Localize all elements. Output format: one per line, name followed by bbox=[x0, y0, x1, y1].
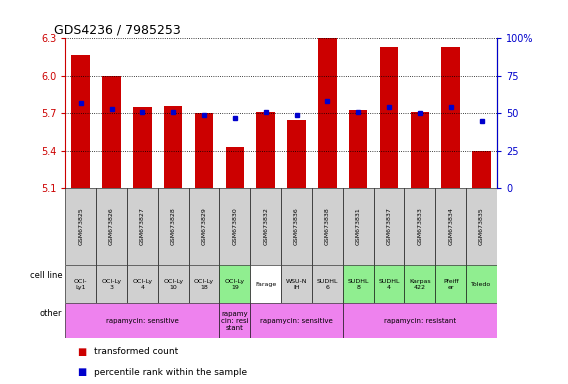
Text: SUDHL
8: SUDHL 8 bbox=[348, 279, 369, 290]
Text: OCI-Ly
3: OCI-Ly 3 bbox=[102, 279, 122, 290]
Text: GSM673834: GSM673834 bbox=[448, 208, 453, 245]
Text: other: other bbox=[40, 309, 62, 318]
Text: SUDHL
6: SUDHL 6 bbox=[317, 279, 338, 290]
Bar bbox=[225, 147, 244, 188]
Bar bbox=[435, 265, 466, 303]
Bar bbox=[312, 188, 343, 265]
Text: OCI-Ly
18: OCI-Ly 18 bbox=[194, 279, 214, 290]
Bar bbox=[466, 265, 497, 303]
Text: rapamycin: sensitive: rapamycin: sensitive bbox=[106, 318, 179, 324]
Bar bbox=[158, 188, 189, 265]
Text: GSM673838: GSM673838 bbox=[325, 208, 330, 245]
Bar bbox=[441, 47, 460, 188]
Bar bbox=[102, 76, 121, 188]
Text: GSM673830: GSM673830 bbox=[232, 208, 237, 245]
Bar bbox=[189, 188, 219, 265]
Text: OCI-Ly
4: OCI-Ly 4 bbox=[132, 279, 152, 290]
Text: GDS4236 / 7985253: GDS4236 / 7985253 bbox=[54, 23, 181, 36]
Text: GSM673836: GSM673836 bbox=[294, 208, 299, 245]
Bar bbox=[127, 265, 158, 303]
Text: OCI-Ly
19: OCI-Ly 19 bbox=[225, 279, 245, 290]
Bar bbox=[281, 265, 312, 303]
Text: WSU-N
IH: WSU-N IH bbox=[286, 279, 307, 290]
Bar bbox=[127, 188, 158, 265]
Bar bbox=[219, 265, 250, 303]
Text: GSM673829: GSM673829 bbox=[202, 208, 207, 245]
Bar bbox=[343, 303, 497, 338]
Bar bbox=[219, 303, 250, 338]
Bar bbox=[65, 265, 96, 303]
Bar bbox=[343, 265, 374, 303]
Bar bbox=[65, 303, 219, 338]
Bar bbox=[435, 188, 466, 265]
Bar bbox=[250, 188, 281, 265]
Text: GSM673832: GSM673832 bbox=[263, 208, 268, 245]
Bar bbox=[195, 113, 214, 188]
Bar bbox=[164, 106, 182, 188]
Bar bbox=[72, 55, 90, 188]
Text: Karpas
422: Karpas 422 bbox=[409, 279, 431, 290]
Bar bbox=[96, 188, 127, 265]
Text: percentile rank within the sample: percentile rank within the sample bbox=[94, 368, 247, 377]
Bar bbox=[312, 265, 343, 303]
Text: SUDHL
4: SUDHL 4 bbox=[378, 279, 400, 290]
Text: rapamycin: resistant: rapamycin: resistant bbox=[384, 318, 456, 324]
Bar bbox=[374, 265, 404, 303]
Text: GSM673833: GSM673833 bbox=[417, 208, 423, 245]
Bar bbox=[380, 47, 398, 188]
Text: GSM673828: GSM673828 bbox=[171, 208, 176, 245]
Bar bbox=[250, 303, 343, 338]
Bar bbox=[404, 265, 435, 303]
Bar bbox=[257, 112, 275, 188]
Text: GSM673827: GSM673827 bbox=[140, 208, 145, 245]
Text: Farage: Farage bbox=[255, 281, 277, 287]
Bar bbox=[250, 265, 281, 303]
Text: GSM673831: GSM673831 bbox=[356, 208, 361, 245]
Text: OCI-Ly
10: OCI-Ly 10 bbox=[163, 279, 183, 290]
Text: GSM673835: GSM673835 bbox=[479, 208, 484, 245]
Bar bbox=[349, 109, 367, 188]
Bar bbox=[281, 188, 312, 265]
Bar bbox=[189, 265, 219, 303]
Text: transformed count: transformed count bbox=[94, 347, 178, 356]
Bar bbox=[411, 112, 429, 188]
Text: GSM673825: GSM673825 bbox=[78, 208, 83, 245]
Bar bbox=[133, 107, 152, 188]
Bar bbox=[343, 188, 374, 265]
Bar bbox=[473, 151, 491, 188]
Bar bbox=[404, 188, 435, 265]
Text: rapamycin: sensitive: rapamycin: sensitive bbox=[260, 318, 333, 324]
Text: GSM673837: GSM673837 bbox=[387, 208, 391, 245]
Text: Toledo: Toledo bbox=[471, 281, 492, 287]
Bar bbox=[374, 188, 404, 265]
Text: rapamy
cin: resi
stant: rapamy cin: resi stant bbox=[221, 311, 249, 331]
Bar bbox=[287, 119, 306, 188]
Bar bbox=[466, 188, 497, 265]
Text: GSM673826: GSM673826 bbox=[109, 208, 114, 245]
Bar bbox=[219, 188, 250, 265]
Bar bbox=[65, 188, 96, 265]
Text: Pfeiff
er: Pfeiff er bbox=[443, 279, 458, 290]
Bar bbox=[318, 38, 337, 188]
Text: ■: ■ bbox=[77, 347, 86, 357]
Bar bbox=[96, 265, 127, 303]
Bar bbox=[158, 265, 189, 303]
Text: OCI-
Ly1: OCI- Ly1 bbox=[74, 279, 87, 290]
Text: cell line: cell line bbox=[30, 271, 62, 280]
Text: ■: ■ bbox=[77, 367, 86, 377]
